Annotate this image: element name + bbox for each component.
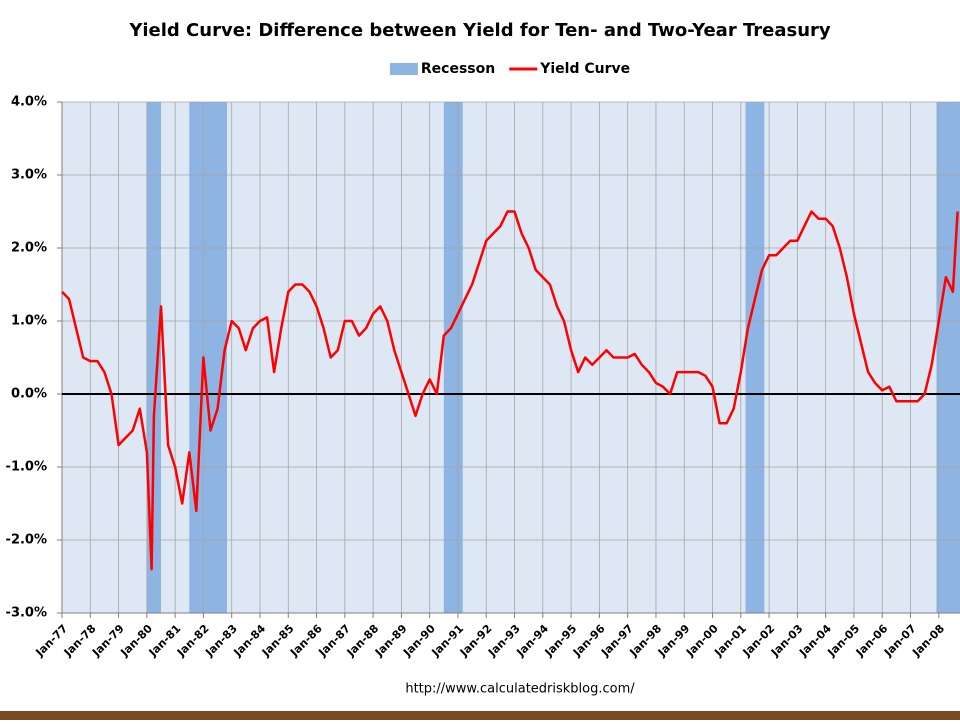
y-tick-label: 3.0% [11,168,47,183]
recession-band [443,102,463,613]
bottom-bar [0,711,960,720]
y-tick-label: 4.0% [11,95,47,110]
recession-band [189,102,227,613]
recession-band [936,102,960,613]
y-tick-label: -2.0% [6,533,47,548]
source: http://www.calculatedriskblog.com/ [405,682,635,697]
chart-title: Yield Curve: Difference between Yield fo… [128,20,831,41]
yield-curve-line [61,210,959,571]
y-tick-label: -3.0% [6,606,47,621]
y-tick-label: 2.0% [11,241,47,256]
recession-band [745,102,765,613]
y-tick-label: 1.0% [11,314,47,329]
legend-swatch [389,63,418,75]
y-tick-label: -1.0% [6,460,47,475]
recession-band [146,102,161,613]
y-tick-label: 0.0% [11,387,47,402]
legend-label: Recesson [421,61,495,77]
legend: Recesson Yield Curve [389,61,630,77]
legend-label: Yield Curve [539,61,630,77]
